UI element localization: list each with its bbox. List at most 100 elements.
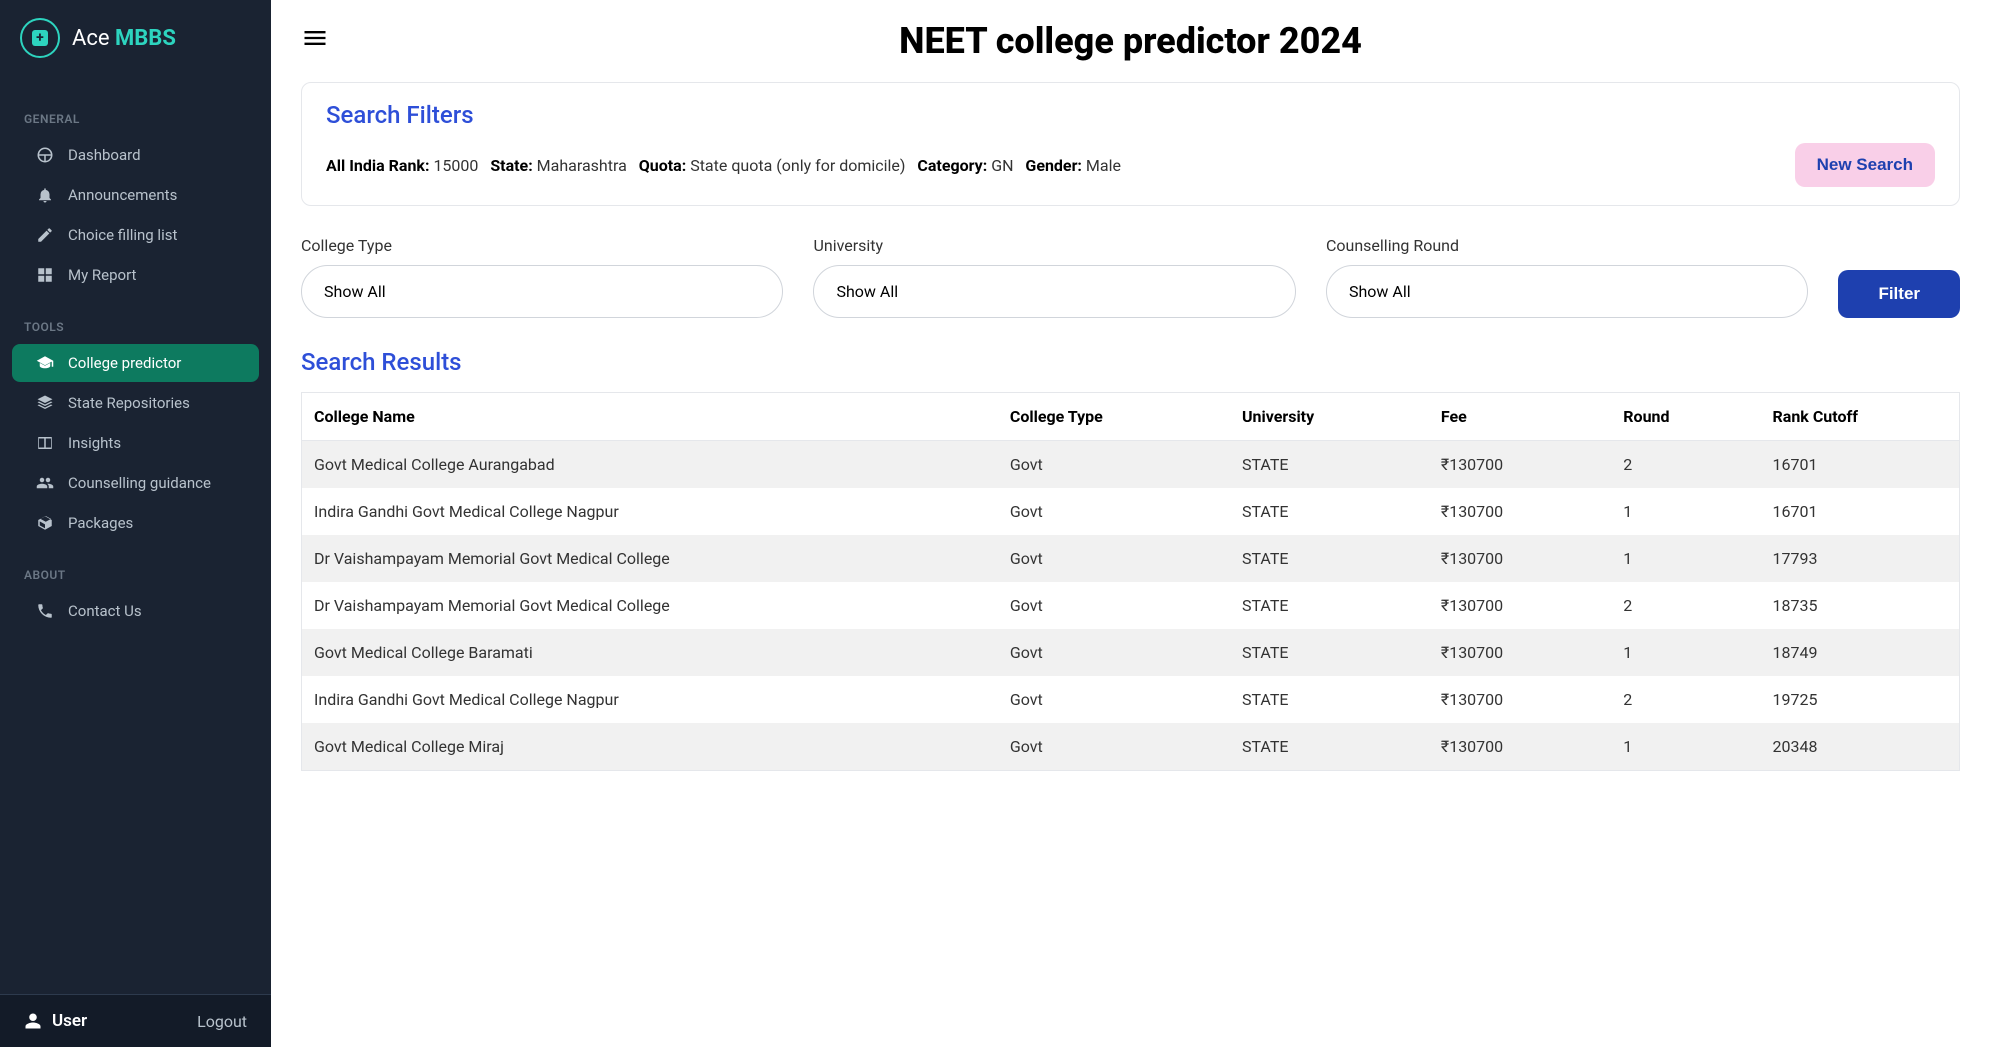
layers-icon — [36, 394, 54, 412]
table-cell: 19725 — [1761, 676, 1960, 723]
table-cell: Govt Medical College Miraj — [302, 723, 998, 771]
table-cell: STATE — [1230, 488, 1429, 535]
sidebar-item-counselling-guidance[interactable]: Counselling guidance — [12, 464, 259, 502]
table-cell: 2 — [1611, 582, 1760, 629]
table-cell: STATE — [1230, 441, 1429, 489]
cap-icon — [36, 354, 54, 372]
table-cell: STATE — [1230, 535, 1429, 582]
results-header-row: College NameCollege TypeUniversityFeeRou… — [302, 393, 1960, 441]
table-row[interactable]: Govt Medical College MirajGovtSTATE₹1307… — [302, 723, 1960, 771]
nav-section-title: GENERAL — [0, 104, 271, 134]
new-search-button[interactable]: New Search — [1795, 143, 1935, 187]
results-heading: Search Results — [301, 348, 1960, 376]
page-title: NEET college predictor 2024 — [359, 20, 1902, 62]
table-row[interactable]: Govt Medical College BaramatiGovtSTATE₹1… — [302, 629, 1960, 676]
round-group: Counselling Round Show All — [1326, 236, 1808, 318]
table-cell: 1 — [1611, 535, 1760, 582]
table-cell: STATE — [1230, 723, 1429, 771]
table-cell: Indira Gandhi Govt Medical College Nagpu… — [302, 488, 998, 535]
table-cell: STATE — [1230, 676, 1429, 723]
table-cell: Govt — [998, 488, 1230, 535]
content: Search Filters All India Rank: 15000 Sta… — [271, 72, 1990, 1047]
sidebar-item-label: Packages — [68, 514, 133, 532]
round-select[interactable]: Show All — [1326, 265, 1808, 318]
dashboard-icon — [36, 146, 54, 164]
table-cell: ₹130700 — [1429, 629, 1611, 676]
college-type-label: College Type — [301, 236, 783, 255]
table-cell: 18735 — [1761, 582, 1960, 629]
filters-summary: All India Rank: 15000 State: Maharashtra… — [326, 156, 1121, 175]
table-cell: ₹130700 — [1429, 488, 1611, 535]
table-row[interactable]: Dr Vaishampayam Memorial Govt Medical Co… — [302, 535, 1960, 582]
edit-icon — [36, 226, 54, 244]
table-cell: Dr Vaishampayam Memorial Govt Medical Co… — [302, 582, 998, 629]
table-cell: 20348 — [1761, 723, 1960, 771]
table-cell: Govt — [998, 629, 1230, 676]
logo[interactable]: + Ace MBBS — [0, 0, 271, 76]
table-cell: STATE — [1230, 629, 1429, 676]
sidebar: + Ace MBBS GENERALDashboard Announcements… — [0, 0, 271, 1047]
hamburger-icon[interactable] — [301, 24, 329, 59]
sidebar-item-announcements[interactable]: Announcements — [12, 176, 259, 214]
university-group: University Show All — [813, 236, 1295, 318]
sidebar-item-insights[interactable]: Insights — [12, 424, 259, 462]
table-row[interactable]: Indira Gandhi Govt Medical College Nagpu… — [302, 676, 1960, 723]
search-filters-card: Search Filters All India Rank: 15000 Sta… — [301, 82, 1960, 206]
book-icon — [36, 434, 54, 452]
sidebar-item-my-report[interactable]: My Report — [12, 256, 259, 294]
column-header: Fee — [1429, 393, 1611, 441]
column-header: College Type — [998, 393, 1230, 441]
phone-icon — [36, 602, 54, 620]
table-cell: 16701 — [1761, 441, 1960, 489]
sidebar-item-label: Contact Us — [68, 602, 142, 620]
sidebar-item-label: Announcements — [68, 186, 177, 204]
table-row[interactable]: Dr Vaishampayam Memorial Govt Medical Co… — [302, 582, 1960, 629]
main-header: NEET college predictor 2024 — [271, 0, 1990, 72]
college-type-group: College Type Show All — [301, 236, 783, 318]
logout-link[interactable]: Logout — [197, 1012, 247, 1031]
dropdown-row: College Type Show All University Show Al… — [301, 236, 1960, 318]
sidebar-item-dashboard[interactable]: Dashboard — [12, 136, 259, 174]
sidebar-item-packages[interactable]: Packages — [12, 504, 259, 542]
sidebar-item-label: Counselling guidance — [68, 474, 211, 492]
box-icon — [36, 514, 54, 532]
sidebar-footer: User Logout — [0, 994, 271, 1047]
table-row[interactable]: Indira Gandhi Govt Medical College Nagpu… — [302, 488, 1960, 535]
table-cell: 1 — [1611, 723, 1760, 771]
sidebar-item-college-predictor[interactable]: College predictor — [12, 344, 259, 382]
people-icon — [36, 474, 54, 492]
table-cell: ₹130700 — [1429, 723, 1611, 771]
table-cell: Govt — [998, 676, 1230, 723]
nav-section-title: TOOLS — [0, 312, 271, 342]
column-header: Round — [1611, 393, 1760, 441]
table-cell: Govt — [998, 441, 1230, 489]
filter-button[interactable]: Filter — [1838, 270, 1960, 318]
column-header: Rank Cutoff — [1761, 393, 1960, 441]
sidebar-item-label: Choice filling list — [68, 226, 177, 244]
nav-section-title: ABOUT — [0, 560, 271, 590]
sidebar-item-choice-filling-list[interactable]: Choice filling list — [12, 216, 259, 254]
table-cell: 17793 — [1761, 535, 1960, 582]
table-cell: Indira Gandhi Govt Medical College Nagpu… — [302, 676, 998, 723]
table-cell: 1 — [1611, 488, 1760, 535]
table-cell: Govt — [998, 582, 1230, 629]
table-cell: ₹130700 — [1429, 535, 1611, 582]
sidebar-item-contact-us[interactable]: Contact Us — [12, 592, 259, 630]
nav-section: ABOUT Contact Us — [0, 560, 271, 630]
university-select[interactable]: Show All — [813, 265, 1295, 318]
college-type-select[interactable]: Show All — [301, 265, 783, 318]
sidebar-item-label: My Report — [68, 266, 136, 284]
filters-row: All India Rank: 15000 State: Maharashtra… — [326, 143, 1935, 187]
user-info[interactable]: User — [24, 1011, 87, 1031]
table-cell: ₹130700 — [1429, 582, 1611, 629]
sidebar-item-label: State Repositories — [68, 394, 190, 412]
bell-icon — [36, 186, 54, 204]
sidebar-item-label: Insights — [68, 434, 121, 452]
nav-section: GENERALDashboard Announcements Choice fill… — [0, 104, 271, 294]
sidebar-item-label: College predictor — [68, 354, 181, 372]
table-cell: 2 — [1611, 441, 1760, 489]
user-icon — [24, 1012, 42, 1030]
table-row[interactable]: Govt Medical College AurangabadGovtSTATE… — [302, 441, 1960, 489]
sidebar-item-state-repositories[interactable]: State Repositories — [12, 384, 259, 422]
logo-icon: + — [20, 18, 60, 58]
